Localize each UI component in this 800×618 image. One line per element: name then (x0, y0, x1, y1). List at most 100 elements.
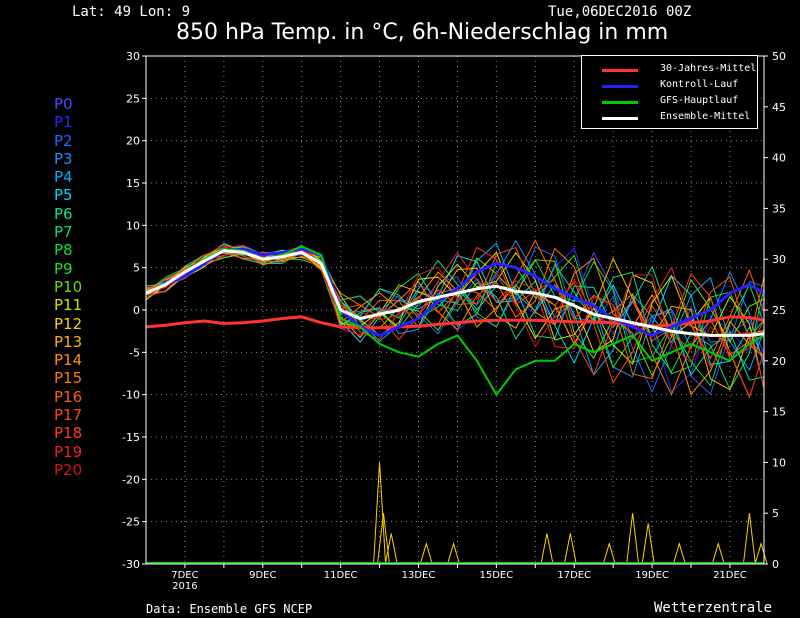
legend-entry: Ensemble-Mittel (582, 110, 757, 126)
y-tick-label: -20 (122, 473, 140, 486)
precip-spike (376, 513, 390, 565)
y-tick-label: 15 (126, 177, 140, 190)
y2-tick-label: 20 (772, 355, 786, 368)
series-line (145, 249, 765, 337)
member-label: P9 (54, 259, 73, 278)
x-tick-sublabel: 2016 (172, 581, 197, 592)
y2-tick-label: 50 (772, 50, 786, 63)
legend-entry: 30-Jahres-Mittel (582, 62, 757, 78)
member-label: P2 (54, 131, 73, 150)
member-label: P1 (54, 113, 73, 132)
legend-label: Ensemble-Mittel (660, 111, 751, 122)
precip-spike (742, 513, 756, 565)
member-label: P5 (54, 186, 73, 205)
ensemble-member-legend: P0 P1 P2 P3 P4 P5 P6 P7 P8 P9 P10 P11 P12 P13 P14 P15 P1… (54, 95, 82, 479)
y2-tick-label: 40 (772, 152, 786, 165)
member-label: P6 (54, 204, 73, 223)
member-label: P0 (54, 95, 73, 113)
location-label: Lat: 49 Lon: 9 (72, 4, 191, 20)
x-tick-label: 15DEC (479, 570, 513, 581)
y-tick-label: 25 (126, 92, 140, 105)
y-tick-label: 10 (126, 219, 140, 232)
y2-tick-label: 5 (772, 507, 779, 520)
member-line (145, 252, 765, 377)
member-line (145, 249, 765, 375)
x-tick-label: 21DEC (713, 570, 747, 581)
x-tick-label: 17DEC (557, 570, 591, 581)
member-label: P20 (54, 460, 83, 479)
y-tick-label: -25 (122, 516, 140, 529)
y-tick-label: 20 (126, 135, 140, 148)
precip-spike (563, 533, 577, 565)
y-tick-label: 30 (126, 50, 140, 63)
y-tick-label: -5 (129, 346, 140, 359)
legend-label: GFS-Hauptlauf (660, 95, 739, 106)
precipitation-spikes (146, 462, 768, 565)
member-line (145, 247, 765, 396)
legend-swatch (602, 85, 638, 88)
member-label: P12 (54, 314, 83, 333)
brand-label: Wetterzentrale (654, 600, 773, 616)
member-label: P17 (54, 406, 83, 425)
y-tick-label: -10 (122, 389, 140, 402)
data-source-label: Data: Ensemble GFS NCEP (146, 602, 313, 616)
member-label: P14 (54, 351, 83, 370)
y-tick-label: -15 (122, 431, 140, 444)
ensemble-member-lines (145, 239, 765, 399)
precip-spike (447, 541, 461, 565)
series-line (145, 315, 765, 330)
precip-spike (626, 513, 640, 565)
chart-legend: 30-Jahres-Mittel Kontroll-Lauf GFS-Haupt… (581, 55, 758, 129)
y-tick-label: -30 (122, 558, 140, 571)
y-axis-right: 0 5 10 15 20 25 30 35 40 45 50 (764, 50, 786, 571)
legend-label: Kontroll-Lauf (660, 79, 739, 90)
legend-entry: GFS-Hauptlauf (582, 94, 757, 110)
member-line (145, 244, 765, 366)
member-label: P16 (54, 387, 83, 406)
member-label: P7 (54, 223, 73, 242)
precip-spike (384, 533, 398, 565)
chart-title: 850 hPa Temp. in °C, 6h-Niederschlag in … (176, 20, 669, 45)
member-label: P18 (54, 424, 83, 443)
y2-tick-label: 0 (772, 558, 779, 571)
member-label: P15 (54, 369, 83, 388)
y2-tick-label: 45 (772, 101, 786, 114)
precip-spike (672, 541, 686, 565)
member-label: P11 (54, 296, 83, 315)
precip-spike (754, 541, 768, 565)
x-tick-label: 7DEC (171, 570, 198, 581)
legend-swatch (602, 101, 638, 104)
precip-spike (540, 533, 554, 565)
x-tick-label: 13DEC (402, 570, 436, 581)
y2-tick-label: 30 (772, 253, 786, 266)
x-tick-label: 19DEC (635, 570, 669, 581)
x-tick-label: 9DEC (249, 570, 276, 581)
legend-entry: Kontroll-Lauf (582, 78, 757, 94)
precip-spike (419, 541, 433, 565)
y-tick-label: 0 (133, 304, 140, 317)
member-label: P3 (54, 149, 73, 168)
y2-tick-label: 25 (772, 304, 786, 317)
y2-tick-label: 10 (772, 456, 786, 469)
legend-label: 30-Jahres-Mittel (660, 63, 757, 74)
member-label: P10 (54, 277, 83, 296)
precip-spike (602, 541, 616, 565)
precip-spike (641, 523, 655, 565)
x-tick-label: 11DEC (324, 570, 358, 581)
y-tick-label: 5 (133, 262, 140, 275)
y2-tick-label: 35 (772, 202, 786, 215)
precip-spike (373, 462, 387, 565)
member-label: P19 (54, 442, 83, 461)
member-label: P8 (54, 241, 73, 260)
y2-tick-label: 15 (772, 406, 786, 419)
run-time-label: Tue,06DEC2016 00Z (548, 4, 692, 20)
legend-swatch (602, 117, 638, 120)
member-label: P4 (54, 168, 73, 187)
legend-swatch (602, 69, 638, 72)
member-label: P13 (54, 332, 83, 351)
main-series-lines (145, 245, 765, 396)
precip-spike (711, 541, 725, 565)
y-axis-left: -30 -25 -20 -15 -10 -5 0 5 10 15 20 25 30 (122, 50, 146, 571)
